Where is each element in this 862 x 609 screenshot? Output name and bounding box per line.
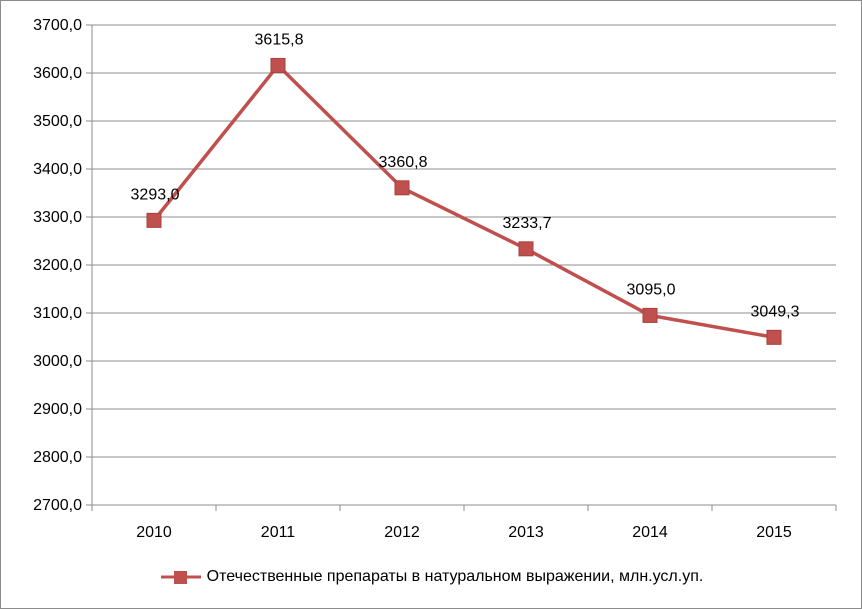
x-tick-label: 2010	[136, 524, 172, 541]
data-label: 3615,8	[255, 31, 304, 48]
y-tick-label: 2900,0	[33, 401, 82, 418]
legend-marker	[160, 571, 201, 584]
y-tick-label: 3300,0	[33, 209, 82, 226]
data-point	[642, 307, 658, 323]
data-point	[270, 57, 286, 73]
x-tick-label: 2013	[508, 524, 544, 541]
x-tick-label: 2015	[756, 524, 792, 541]
y-tick-label: 3400,0	[33, 161, 82, 178]
y-tick-label: 2800,0	[33, 449, 82, 466]
line-chart: 2700,0 2800,0 2900,0 3000,0 3100,0 3200,0 3300…	[33, 17, 837, 541]
legend: Отечественные препараты в натуральном вы…	[0, 563, 862, 591]
legend-label: Отечественные препараты в натуральном вы…	[206, 568, 704, 585]
data-point	[394, 180, 410, 196]
y-tick-label: 3200,0	[33, 257, 82, 274]
legend-square	[173, 571, 187, 584]
x-tick-label: 2012	[384, 524, 420, 541]
y-tick-label: 3500,0	[33, 113, 82, 130]
x-tick-label: 2014	[632, 524, 668, 541]
data-label: 3293,0	[131, 186, 180, 203]
data-label: 3233,7	[503, 215, 552, 232]
data-point	[518, 241, 534, 257]
y-tick-label: 3700,0	[33, 17, 82, 34]
y-tick-label: 3000,0	[33, 353, 82, 370]
series-line	[152, 63, 775, 340]
data-point	[146, 212, 162, 228]
data-label: 3360,8	[379, 154, 428, 171]
y-tick-label: 3600,0	[33, 65, 82, 82]
y-tick-label: 3100,0	[33, 305, 82, 322]
x-tick-label: 2011	[261, 524, 296, 541]
data-point	[766, 329, 782, 345]
y-tick-label: 2700,0	[33, 497, 82, 514]
data-label: 3049,3	[751, 303, 800, 320]
data-label: 3095,0	[627, 281, 676, 298]
